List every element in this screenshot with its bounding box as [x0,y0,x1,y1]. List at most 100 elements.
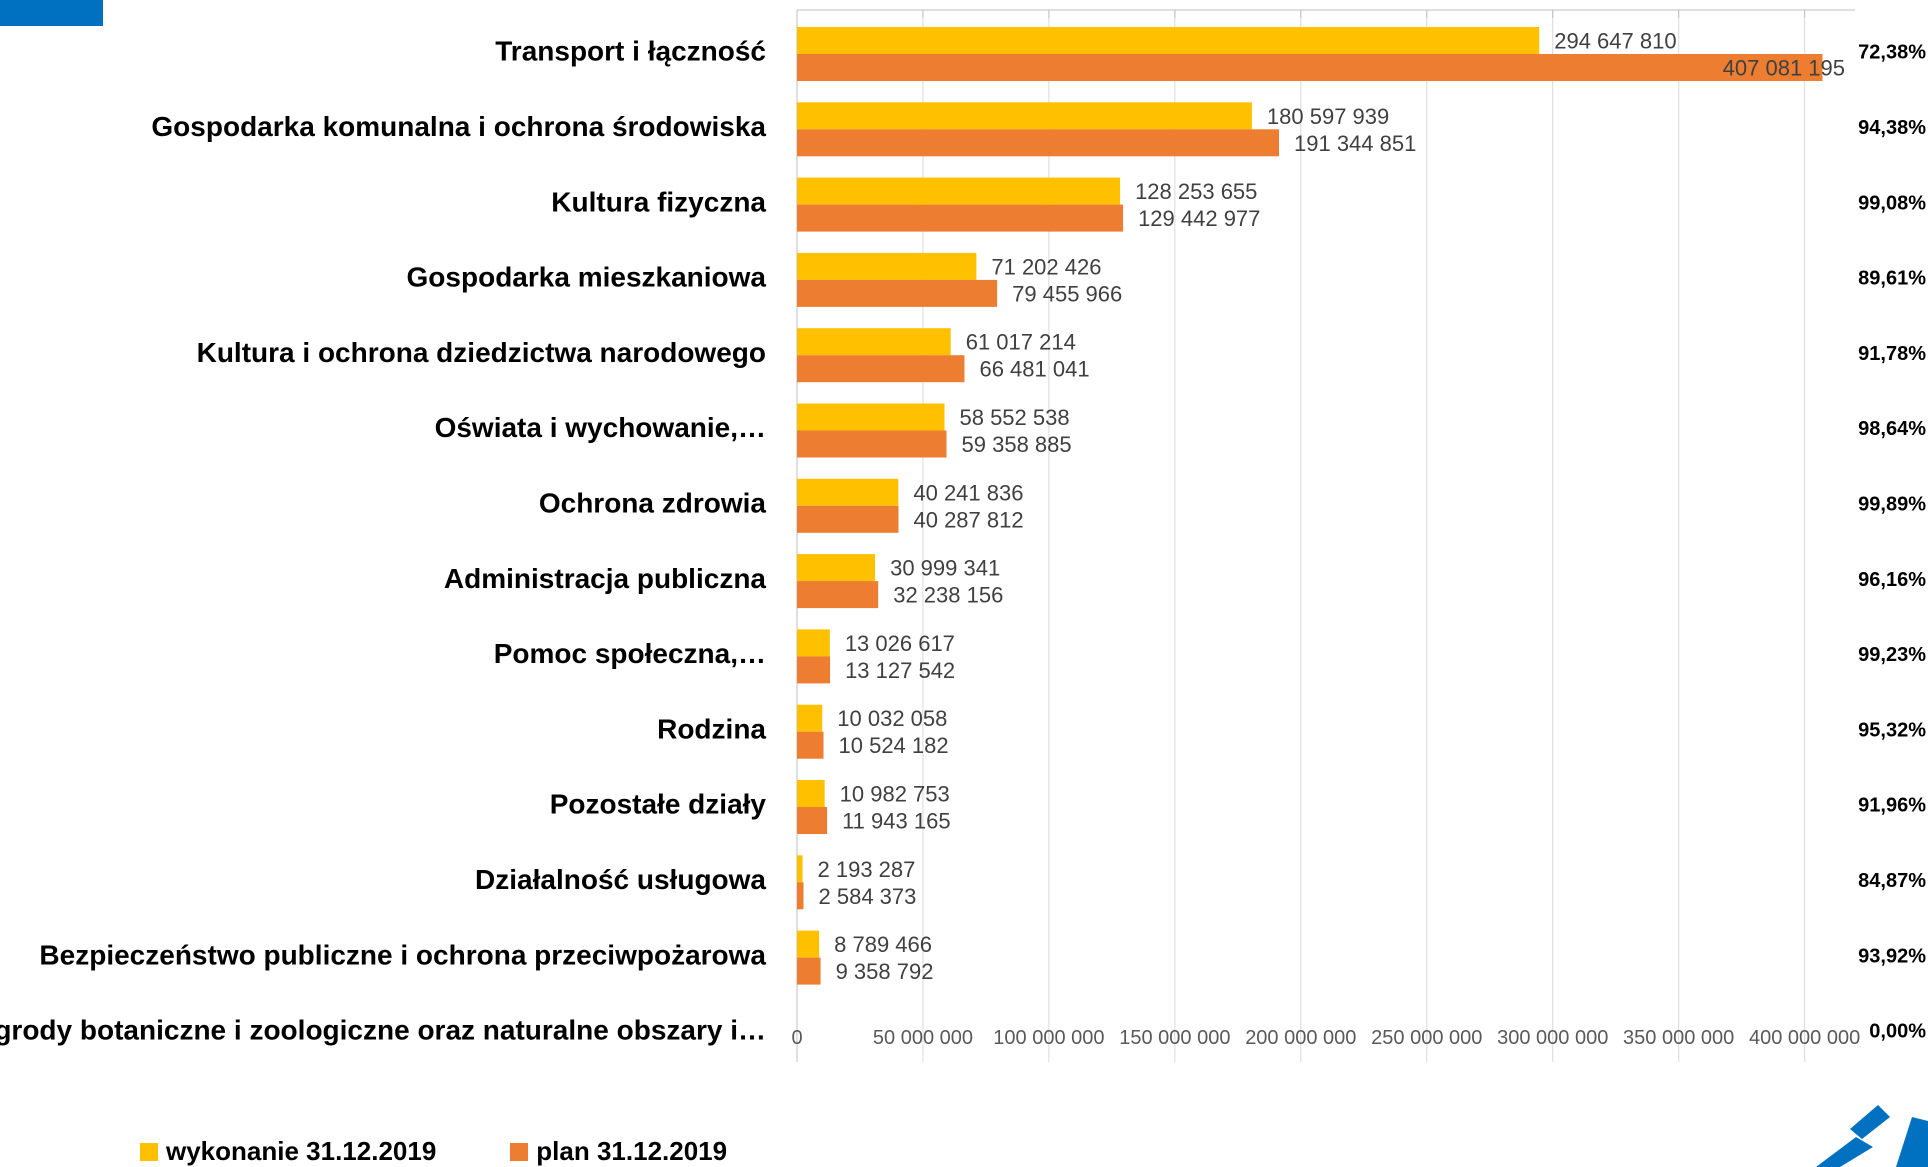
legend-label-plan: plan 31.12.2019 [536,1136,728,1166]
value-label-plan: 79 455 966 [1012,281,1122,306]
percentage-label: 98,64% [1858,418,1926,440]
bar-wykonanie [797,252,977,280]
bars [797,27,1823,985]
x-tick-label: 0 [791,1027,802,1049]
legend: wykonanie 31.12.2019 plan 31.12.2019 [140,1136,727,1167]
category-label: Ogrody botaniczne i zoologiczne oraz nat… [0,1015,766,1046]
legend-item-wykonanie: wykonanie 31.12.2019 [140,1136,436,1167]
bar-wykonanie [797,102,1252,130]
value-label-wykonanie: 58 552 538 [959,405,1069,430]
category-label: Pomoc społeczna,… [494,638,766,669]
category-label: Kultura fizyczna [551,186,766,217]
bar-wykonanie [797,403,945,431]
value-label-plan: 13 127 542 [845,658,955,683]
logo-icon [1816,1105,1928,1167]
value-label-wykonanie: 10 982 753 [840,782,950,807]
legend-swatch-plan [510,1142,529,1161]
percentage-label: 94,38% [1858,117,1926,139]
x-tick-label: 200 000 000 [1245,1027,1356,1049]
value-label-plan: 191 344 851 [1294,131,1416,156]
x-axis-tick-labels: 0 50 000 000 100 000 000 150 000 000 200 000… [791,1027,1860,1049]
x-tick-label: 350 000 000 [1623,1027,1734,1049]
percentage-label: 93,92% [1858,945,1926,967]
category-label: Rodzina [657,713,766,744]
bar-chart: Transport i łączność Gospodarka komunalna… [0,9,1926,1062]
value-label-plan: 32 238 156 [893,583,1003,608]
value-label-plan: 9 358 792 [836,959,934,984]
legend-swatch-wykonanie [140,1142,158,1161]
bar-plan [797,355,965,383]
percentage-label: 91,96% [1858,795,1926,817]
category-label: Oświata i wychowanie,… [435,412,766,443]
bar-wykonanie [797,478,899,506]
category-label: Kultura i ochrona dziedzictwa narodowego [197,337,766,368]
legend-item-plan: plan 31.12.2019 [510,1136,727,1167]
percentage-label: 84,87% [1858,870,1926,892]
bar-plan [797,430,947,458]
value-label-plan: 11 943 165 [842,809,950,834]
value-label-wykonanie: 294 647 810 [1554,29,1676,54]
value-label-plan: 59 358 885 [962,432,1072,457]
category-label: Ochrona zdrowia [539,487,767,518]
category-label: Gospodarka mieszkaniowa [407,262,767,293]
bar-plan [797,731,824,759]
category-label: Transport i łączność [495,36,766,67]
bar-plan [797,882,804,910]
value-label-wykonanie: 61 017 214 [966,330,1076,355]
category-label: Pozostałe działy [550,789,767,820]
bar-plan [797,581,879,609]
category-label: Działalność usługowa [475,864,766,895]
percentage-label: 91,78% [1858,343,1926,365]
percentage-label: 99,08% [1858,192,1926,214]
value-label-plan: 40 287 812 [913,507,1023,532]
category-label: Bezpieczeństwo publiczne i ochrona przec… [39,939,766,970]
bar-plan [797,807,828,834]
bar-wykonanie [797,328,951,356]
bar-wykonanie [797,780,825,807]
bar-wykonanie [797,930,820,958]
bar-plan [797,204,1124,232]
value-label-wykonanie: 128 253 655 [1135,179,1257,204]
legend-label-wykonanie: wykonanie 31.12.2019 [166,1136,437,1166]
category-label: Gospodarka komunalna i ochrona środowisk… [151,111,766,142]
percentage-label: 99,89% [1858,493,1926,515]
bar-plan [797,129,1280,157]
bar-wykonanie [797,27,1540,54]
value-label-wykonanie: 180 597 939 [1267,104,1389,129]
value-label-wykonanie: 8 789 466 [834,932,932,957]
percentage-label: 96,16% [1858,569,1926,591]
x-tick-label: 150 000 000 [1119,1027,1230,1049]
value-label-wykonanie: 40 241 836 [913,480,1023,505]
percentage-label: 99,23% [1858,644,1926,666]
bar-wykonanie [797,704,823,732]
value-label-plan: 407 081 195 [1723,56,1845,81]
x-tick-label: 100 000 000 [993,1027,1104,1049]
bar-plan [797,957,821,985]
percentage-label: 0,00% [1869,1021,1926,1043]
percentage-labels: 72,38% 94,38% 99,08% 89,61% 91,78% 98,64% 99,8… [1858,42,1926,1043]
value-label-wykonanie: 10 032 058 [837,706,947,731]
percentage-label: 95,32% [1858,719,1926,741]
value-label-plan: 129 442 977 [1138,206,1260,231]
value-label-plan: 2 584 373 [819,884,917,909]
value-label-wykonanie: 2 193 287 [818,857,916,882]
bar-wykonanie [797,554,876,582]
category-labels: Transport i łączność Gospodarka komunalna… [0,36,766,1046]
value-label-plan: 10 524 182 [839,733,949,758]
grid-lines [796,9,1855,1062]
x-tick-label: 300 000 000 [1497,1027,1608,1049]
value-label-plan: 66 481 041 [979,357,1089,382]
value-label-wykonanie: 13 026 617 [845,631,955,656]
bar-wykonanie [797,177,1121,205]
percentage-label: 72,38% [1858,42,1926,64]
bar-wykonanie [797,629,830,657]
corner-brand-mark [0,0,103,26]
x-tick-label: 50 000 000 [873,1027,973,1049]
value-label-wykonanie: 71 202 426 [991,254,1101,279]
percentage-label: 89,61% [1858,268,1926,290]
category-label: Administracja publiczna [444,563,766,594]
x-tick-label: 250 000 000 [1371,1027,1482,1049]
x-tick-label: 400 000 000 [1749,1027,1860,1049]
bar-wykonanie [797,855,803,883]
